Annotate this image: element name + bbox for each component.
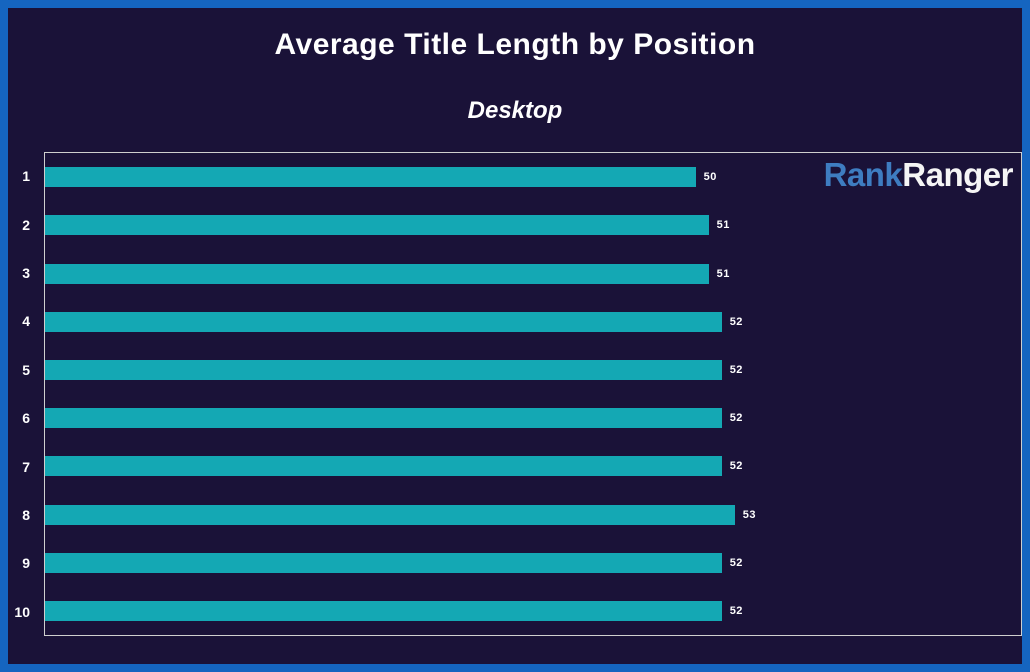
bar (45, 167, 696, 188)
bar (45, 311, 722, 332)
bar-value-label: 52 (729, 412, 743, 425)
logo-ranger-text: Ranger (902, 156, 1013, 193)
bar-rows: 50 51 51 52 52 52 52 53 52 52 (45, 153, 1021, 635)
rankranger-logo: RankRanger (823, 155, 1014, 195)
bar-value-label: 52 (729, 556, 743, 569)
chart-title: Average Title Length by Position (274, 28, 756, 61)
bar-row: 51 (45, 201, 1021, 249)
bar-row: 50 (45, 153, 1021, 201)
bar-row: 52 (45, 298, 1021, 346)
y-tick-label: 1 (22, 168, 30, 185)
bar (45, 504, 735, 525)
logo-rank-text: Rank (823, 156, 903, 193)
y-tick-label: 2 (22, 216, 30, 233)
bar-value-label: 50 (703, 171, 717, 184)
bar-row: 52 (45, 442, 1021, 490)
y-axis-labels: 1 2 3 4 5 6 7 8 9 10 (0, 152, 30, 636)
bar-row: 52 (45, 394, 1021, 442)
bar-row: 52 (45, 587, 1021, 635)
bar-row: 52 (45, 346, 1021, 394)
plot-area: 50 51 51 52 52 52 52 53 52 52 RankRanger (44, 152, 1022, 636)
y-tick-label: 4 (22, 313, 30, 330)
bar (45, 456, 722, 477)
bar-value-label: 51 (716, 267, 730, 280)
bar-row: 51 (45, 249, 1021, 297)
bar-row: 53 (45, 490, 1021, 538)
y-tick-label: 8 (22, 507, 30, 524)
y-tick-label: 10 (14, 603, 30, 620)
bar-row: 52 (45, 539, 1021, 587)
bar-value-label: 51 (716, 219, 730, 232)
bar (45, 215, 709, 236)
bar (45, 600, 722, 621)
y-tick-label: 9 (22, 555, 30, 572)
y-tick-label: 3 (22, 265, 30, 282)
bar (45, 359, 722, 380)
bar-value-label: 52 (729, 460, 743, 473)
bar-value-label: 52 (729, 315, 743, 328)
y-tick-label: 5 (22, 361, 30, 378)
bar (45, 552, 722, 573)
bar-value-label: 53 (742, 508, 756, 521)
chart-subtitle: Desktop (467, 97, 563, 124)
y-tick-label: 7 (22, 458, 30, 475)
bar (45, 408, 722, 429)
bar-value-label: 52 (729, 604, 743, 617)
y-tick-label: 6 (22, 410, 30, 427)
bar-value-label: 52 (729, 363, 743, 376)
bar (45, 263, 709, 284)
